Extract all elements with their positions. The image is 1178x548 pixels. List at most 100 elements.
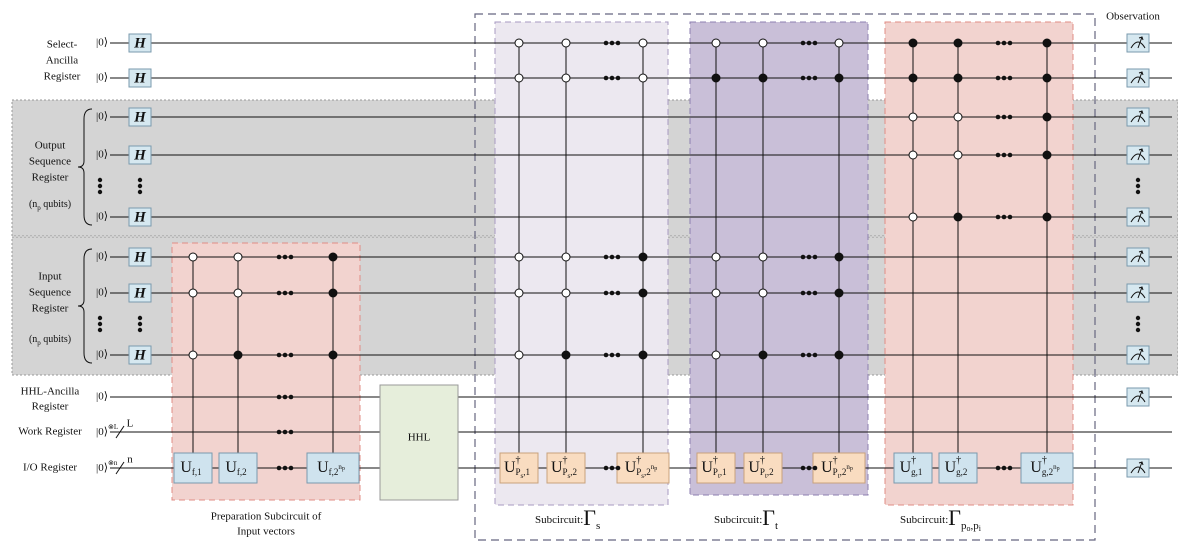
control-filled	[711, 73, 721, 83]
ellipsis-dot	[603, 40, 609, 46]
control-filled	[834, 350, 844, 360]
control-filled	[328, 288, 338, 298]
vertical-dot	[1135, 189, 1141, 195]
text-run: P	[516, 467, 521, 477]
ellipsis-dot	[615, 75, 621, 81]
vertical-dot	[137, 177, 143, 183]
text-run: †	[833, 455, 838, 466]
ellipsis-dot	[1001, 40, 1007, 46]
h-gate	[128, 33, 152, 53]
text-run: s	[521, 472, 524, 480]
ellipsis-dot	[812, 290, 818, 296]
control-filled	[1042, 38, 1052, 48]
ellipsis-dot	[806, 290, 812, 296]
text-run: U	[551, 459, 563, 476]
text-run: ,p	[971, 520, 980, 532]
ellipsis-dot	[1007, 152, 1013, 158]
measurement-box	[1126, 283, 1150, 303]
h-gate	[128, 68, 152, 88]
control-open	[188, 252, 198, 262]
label: Select-	[47, 39, 78, 51]
gate-label: U† g,2np	[1030, 455, 1059, 477]
measurement-box	[1126, 145, 1150, 165]
label: |0⟩	[96, 111, 108, 123]
meter-needle	[1137, 286, 1144, 299]
gate-label: U† Pt,2	[748, 455, 773, 479]
unitary-gate	[743, 452, 783, 484]
gate-label: U† Pt,2np	[821, 455, 853, 479]
control-open	[834, 38, 844, 48]
ellipsis-dot	[995, 114, 1001, 120]
ket-base: |0⟩	[96, 462, 108, 474]
control-filled	[953, 38, 963, 48]
text-run: o	[967, 524, 971, 533]
control-open	[188, 288, 198, 298]
vertical-dot	[1135, 183, 1141, 189]
subcircuit-caption: Subcircuit:Γt	[714, 505, 778, 531]
subcircuit-caption: Subcircuit:Γpo,pi	[900, 505, 982, 533]
vertical-dot	[97, 327, 103, 333]
vertical-dot	[97, 189, 103, 195]
label: |0⟩	[96, 37, 108, 49]
ellipsis-dot	[800, 465, 806, 471]
label: Observation	[1106, 11, 1160, 23]
label: H	[133, 109, 147, 125]
meter-arc	[1130, 115, 1146, 123]
ellipsis-dot	[806, 465, 812, 471]
control-open	[514, 73, 524, 83]
text-run: U	[821, 459, 833, 476]
control-filled	[1042, 112, 1052, 122]
vertical-dot	[137, 327, 143, 333]
text-run: p	[654, 466, 657, 472]
control-open	[711, 38, 721, 48]
text-run: t	[838, 472, 840, 480]
text-run: (n	[29, 199, 37, 210]
label: n	[127, 454, 133, 466]
text-run: P	[760, 467, 765, 477]
meter-arc	[1130, 215, 1146, 223]
vertical-dot	[1135, 177, 1141, 183]
control-filled	[908, 38, 918, 48]
label: H	[133, 147, 147, 163]
meter-needle	[1137, 390, 1144, 403]
label: Work Register	[18, 426, 82, 438]
text-run: U	[748, 459, 760, 476]
text-run: U	[900, 459, 912, 476]
text-run: Subcircuit:	[535, 514, 583, 526]
unitary-gate	[812, 452, 866, 484]
text-run: p	[961, 520, 967, 532]
control-open	[711, 288, 721, 298]
measurement-box	[1126, 68, 1150, 88]
text-run: s	[641, 472, 644, 480]
ellipsis-dot	[609, 40, 615, 46]
control-filled	[1042, 212, 1052, 222]
text-run: g,1	[911, 467, 922, 477]
label: Preparation Subcircuit of	[211, 511, 322, 523]
label: H	[133, 285, 147, 301]
text-run: p	[850, 466, 853, 472]
ellipsis-dot	[806, 254, 812, 260]
vertical-dot	[137, 189, 143, 195]
brace	[77, 108, 93, 226]
ellipsis-dot	[276, 465, 282, 471]
ellipsis-dot	[800, 352, 806, 358]
ellipsis-dot	[282, 352, 288, 358]
gate-label: U† Ps,1	[504, 455, 530, 479]
text-run: †	[516, 455, 521, 466]
ket: |0⟩⊗n	[96, 459, 118, 474]
label: Ancilla	[46, 55, 78, 67]
label: H	[133, 35, 147, 51]
control-filled	[328, 350, 338, 360]
text-run: f,2	[329, 467, 339, 477]
ellipsis-dot	[288, 352, 294, 358]
text-run: n	[846, 463, 850, 471]
qubits-note: (np qubits)	[29, 334, 71, 346]
ellipsis-dot	[288, 394, 294, 400]
ellipsis-dot	[276, 290, 282, 296]
control-filled	[908, 73, 918, 83]
label: Register	[32, 172, 69, 184]
text-run: ,2	[840, 467, 847, 477]
text-run: †	[760, 455, 765, 466]
control-open	[758, 38, 768, 48]
text-run: P	[833, 467, 838, 477]
